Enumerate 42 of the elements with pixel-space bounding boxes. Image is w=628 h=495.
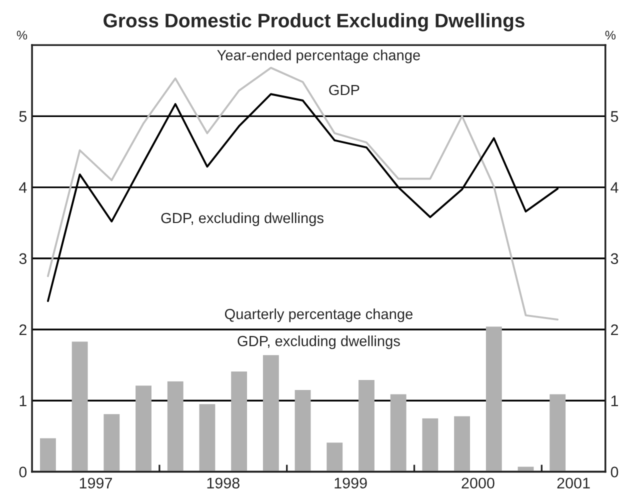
bar — [231, 371, 248, 472]
y2-axis-title: % — [605, 30, 616, 40]
y-tick-label: 2 — [19, 324, 26, 336]
y-tick-label: 1 — [20, 396, 26, 406]
bar — [390, 394, 406, 472]
y-axis-title: % — [16, 30, 28, 40]
bar — [358, 380, 374, 472]
y-tick-label: 4 — [19, 182, 27, 193]
y2-tick-label: 0 — [610, 466, 618, 478]
y-tick-label: 0 — [19, 466, 27, 478]
annotation: Quarterly percentage change — [224, 308, 413, 322]
x-tick-label: 1999 — [334, 478, 367, 489]
x-tick-label: 2000 — [462, 478, 494, 489]
bar — [294, 390, 311, 472]
text: GDP, excluding dwellings — [161, 212, 324, 226]
bar — [72, 342, 88, 472]
y2-tick-label: 1 — [611, 396, 618, 406]
x-tick-label: 2001 — [557, 478, 590, 489]
y2-tick-label: 5 — [610, 111, 618, 122]
y2-tick-label: 3 — [610, 253, 618, 264]
y-tick-label: 3 — [19, 253, 26, 264]
y-tick-label: 5 — [19, 111, 27, 122]
bar — [199, 404, 216, 472]
y2-tick-label: 4 — [610, 182, 618, 193]
bar — [167, 381, 184, 472]
bar — [486, 326, 502, 472]
bar — [454, 416, 470, 472]
bar — [136, 386, 152, 472]
bar — [40, 438, 56, 472]
series-label: GDP — [329, 84, 360, 96]
y2-tick-label: 2 — [611, 324, 618, 336]
chart-title: Gross Domestic Product Excluding Dwellings — [104, 13, 524, 32]
bar — [422, 418, 438, 472]
x-tick-label: 1998 — [207, 478, 240, 489]
bar — [326, 442, 343, 472]
series-label: GDP, excluding dwellings — [238, 336, 400, 350]
bar — [262, 355, 279, 472]
annotation: Year-ended percentage change — [217, 50, 420, 64]
bar — [104, 414, 120, 472]
bar — [550, 394, 566, 472]
line-series — [46, 66, 559, 321]
x-tick-label: 1997 — [80, 478, 112, 489]
